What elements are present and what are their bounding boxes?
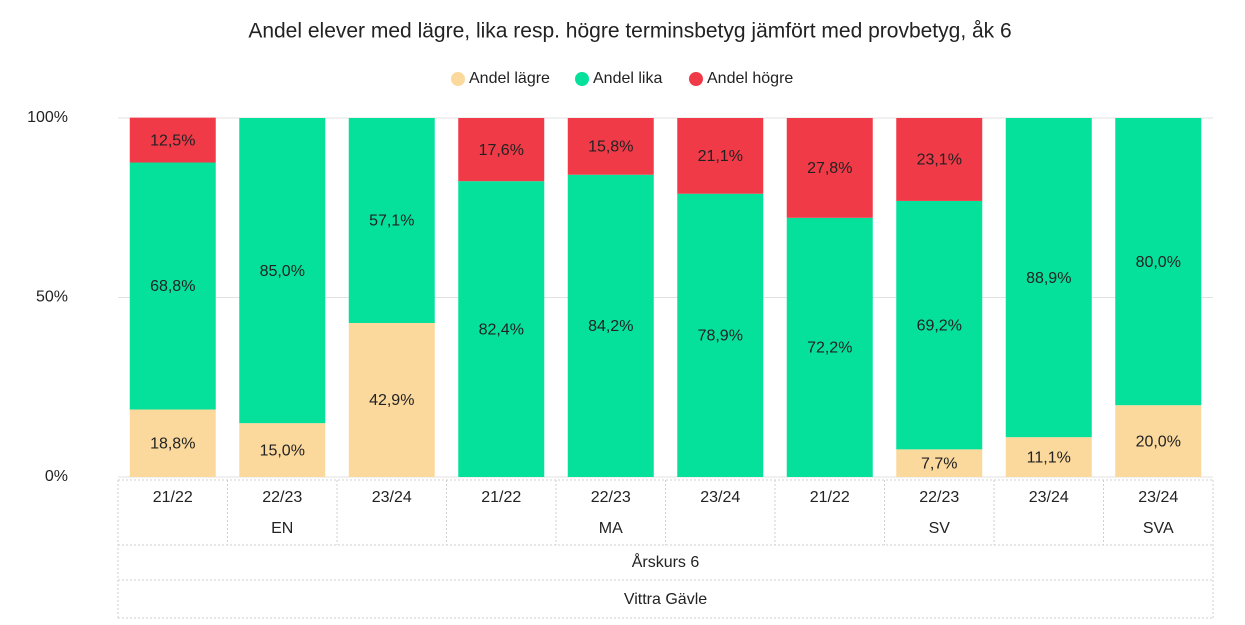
data-label: 85,0% bbox=[260, 263, 305, 280]
bar-segment bbox=[677, 118, 764, 194]
y-tick-label: 0% bbox=[45, 468, 68, 485]
bar-segment bbox=[129, 409, 216, 477]
group-label: MA bbox=[599, 520, 623, 537]
bar-segment bbox=[458, 118, 545, 182]
bar-segment bbox=[786, 118, 873, 218]
data-label: 80,0% bbox=[1136, 254, 1181, 271]
bar-segment bbox=[1005, 437, 1092, 477]
bar-segment bbox=[458, 181, 545, 477]
bar-segment bbox=[896, 118, 983, 201]
bar-segment bbox=[1115, 118, 1202, 406]
x-tick-label: 23/24 bbox=[700, 489, 740, 506]
data-label: 57,1% bbox=[369, 213, 414, 230]
bar-segment bbox=[896, 200, 983, 450]
bar-segment bbox=[348, 322, 435, 477]
data-label: 12,5% bbox=[150, 132, 195, 149]
x-tick-label: 23/24 bbox=[1029, 489, 1069, 506]
group-label: SVA bbox=[1143, 520, 1174, 537]
y-tick-label: 50% bbox=[36, 289, 68, 306]
data-label: 11,1% bbox=[1027, 449, 1071, 466]
data-label: 68,8% bbox=[150, 278, 195, 295]
bar-segment bbox=[896, 449, 983, 477]
data-label: 42,9% bbox=[369, 392, 414, 409]
legend-swatch bbox=[689, 72, 703, 86]
legend-label: Andel högre bbox=[707, 70, 793, 87]
data-label: 69,2% bbox=[917, 317, 962, 334]
bar-segment bbox=[677, 193, 764, 477]
data-label: 72,2% bbox=[807, 340, 852, 357]
legend-label: Andel lika bbox=[593, 70, 662, 87]
group-label: SV bbox=[929, 520, 951, 537]
data-label: 23,1% bbox=[917, 152, 962, 169]
legend-label: Andel lägre bbox=[469, 70, 550, 87]
data-label: 20,0% bbox=[1136, 433, 1181, 450]
data-label: 15,0% bbox=[260, 442, 305, 459]
level-label: Årskurs 6 bbox=[632, 552, 700, 571]
data-label: 84,2% bbox=[588, 318, 633, 335]
data-label: 15,8% bbox=[588, 139, 633, 156]
data-label: 17,6% bbox=[479, 142, 524, 159]
level-label: Vittra Gävle bbox=[624, 591, 707, 608]
x-tick-label: 22/23 bbox=[919, 489, 959, 506]
x-tick-label: 22/23 bbox=[262, 489, 302, 506]
bar-segment bbox=[1005, 118, 1092, 438]
bar-segment bbox=[239, 118, 326, 424]
data-label: 21,1% bbox=[698, 148, 743, 165]
data-label: 7,7% bbox=[921, 455, 957, 472]
legend-swatch bbox=[451, 72, 465, 86]
data-label: 27,8% bbox=[807, 160, 852, 177]
bar-segment bbox=[786, 217, 873, 477]
bar-segment bbox=[1115, 405, 1202, 477]
group-label: EN bbox=[271, 520, 293, 537]
x-tick-label: 22/23 bbox=[591, 489, 631, 506]
bar-segment bbox=[567, 118, 654, 175]
data-label: 82,4% bbox=[479, 321, 524, 338]
bar-segment bbox=[129, 117, 216, 163]
bar-segment bbox=[348, 118, 435, 323]
data-label: 78,9% bbox=[698, 328, 743, 345]
bar-segment bbox=[567, 174, 654, 478]
x-tick-label: 23/24 bbox=[372, 489, 412, 506]
legend-swatch bbox=[575, 72, 589, 86]
x-tick-label: 21/22 bbox=[481, 489, 521, 506]
bar-segment bbox=[129, 162, 216, 410]
data-label: 18,8% bbox=[150, 435, 195, 452]
x-tick-label: 21/22 bbox=[810, 489, 850, 506]
y-tick-label: 100% bbox=[27, 109, 68, 126]
chart-title: Andel elever med lägre, lika resp. högre… bbox=[248, 20, 1011, 43]
bar-segment bbox=[239, 423, 326, 477]
data-label: 88,9% bbox=[1026, 270, 1071, 287]
x-tick-label: 21/22 bbox=[153, 489, 193, 506]
x-tick-label: 23/24 bbox=[1138, 489, 1178, 506]
